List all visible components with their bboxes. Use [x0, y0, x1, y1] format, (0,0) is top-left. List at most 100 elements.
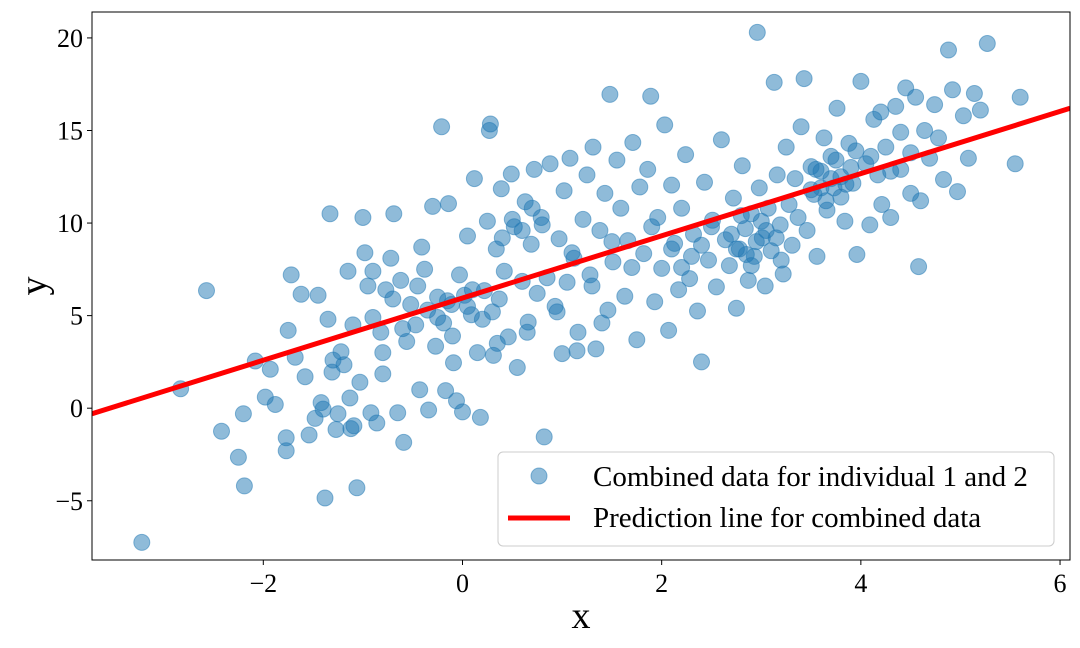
- data-point: [877, 138, 895, 156]
- data-point: [541, 155, 559, 173]
- data-point: [395, 433, 413, 451]
- data-point: [563, 244, 581, 262]
- legend-label-scatter: Combined data for individual 1 and 2: [593, 461, 1028, 493]
- data-point: [198, 282, 215, 300]
- data-point: [608, 151, 626, 169]
- data-point: [411, 381, 429, 399]
- data-point: [327, 421, 345, 438]
- data-point: [316, 489, 334, 507]
- data-point: [451, 266, 468, 284]
- data-point: [815, 129, 833, 147]
- data-point: [827, 151, 845, 169]
- data-point: [440, 195, 457, 213]
- data-point: [234, 405, 252, 423]
- data-point: [382, 249, 400, 267]
- data-point: [978, 35, 996, 52]
- data-point: [437, 382, 455, 400]
- data-point: [339, 262, 357, 280]
- data-point: [374, 365, 392, 383]
- data-point: [348, 479, 366, 497]
- legend-label-line: Prediction line for combined data: [593, 502, 981, 534]
- data-point: [673, 199, 691, 217]
- data-point: [693, 236, 710, 254]
- data-point: [309, 286, 327, 304]
- legend-box: [497, 451, 1055, 547]
- x-tick-label: 4: [854, 569, 867, 598]
- data-point: [364, 262, 382, 280]
- data-point: [750, 179, 768, 197]
- x-axis-label: x: [572, 595, 591, 637]
- data-point: [329, 405, 347, 423]
- data-point: [861, 216, 879, 234]
- data-point: [765, 73, 783, 91]
- data-point: [772, 251, 790, 269]
- data-point: [266, 396, 284, 413]
- data-point: [433, 118, 451, 136]
- data-point: [368, 414, 386, 432]
- data-point: [427, 337, 445, 355]
- data-point: [445, 354, 462, 372]
- data-point: [1006, 155, 1024, 173]
- data-point: [502, 165, 520, 183]
- data-point: [478, 212, 496, 230]
- data-point: [555, 182, 573, 200]
- data-point: [724, 189, 742, 207]
- data-point: [635, 245, 653, 263]
- data-point: [416, 260, 434, 278]
- data-point: [663, 240, 681, 258]
- data-point: [873, 196, 891, 213]
- data-point: [693, 353, 710, 371]
- data-point: [569, 323, 587, 341]
- data-point: [229, 448, 247, 466]
- data-point: [459, 227, 476, 245]
- data-point: [523, 199, 541, 217]
- data-point: [568, 342, 586, 360]
- data-point: [848, 246, 866, 263]
- data-point: [277, 442, 295, 460]
- data-point: [471, 408, 489, 426]
- y-tick-label: 20: [57, 24, 83, 53]
- data-point: [882, 209, 900, 226]
- y-tick-label: −5: [55, 487, 83, 516]
- data-point: [488, 334, 506, 352]
- data-point: [341, 389, 359, 407]
- scatter-points: [133, 23, 1029, 551]
- data-point: [639, 160, 657, 178]
- data-point: [683, 247, 700, 265]
- legend-marker-scatter: [530, 467, 548, 485]
- data-point: [748, 23, 766, 41]
- x-tick-label: 2: [655, 569, 668, 598]
- data-point: [345, 417, 363, 435]
- data-point: [612, 199, 630, 217]
- data-point: [756, 277, 774, 295]
- data-point: [553, 345, 571, 363]
- data-point: [616, 287, 634, 305]
- plot-frame: [91, 11, 1071, 561]
- data-point: [872, 103, 890, 121]
- data-point: [643, 218, 661, 236]
- x-tick-label: −2: [249, 569, 277, 598]
- data-point: [673, 259, 691, 276]
- data-point: [742, 257, 760, 275]
- data-point: [720, 257, 738, 275]
- y-tick-label: 5: [70, 302, 83, 331]
- data-point: [689, 302, 706, 320]
- data-point: [828, 99, 846, 117]
- data-point: [677, 146, 695, 164]
- data-point: [601, 85, 619, 103]
- data-point: [235, 477, 253, 495]
- data-point: [631, 178, 649, 196]
- data-point: [660, 321, 678, 339]
- data-point: [949, 183, 966, 201]
- data-point: [712, 131, 730, 149]
- data-point: [965, 85, 983, 102]
- data-point: [429, 309, 447, 326]
- y-axis-ticks: −5 0 5 10 15 20: [55, 24, 92, 516]
- data-point: [518, 323, 536, 341]
- data-point: [578, 166, 596, 184]
- data-point: [910, 258, 928, 276]
- data-point: [321, 205, 339, 223]
- data-point: [495, 262, 513, 280]
- data-point: [420, 401, 438, 419]
- data-point: [468, 344, 486, 362]
